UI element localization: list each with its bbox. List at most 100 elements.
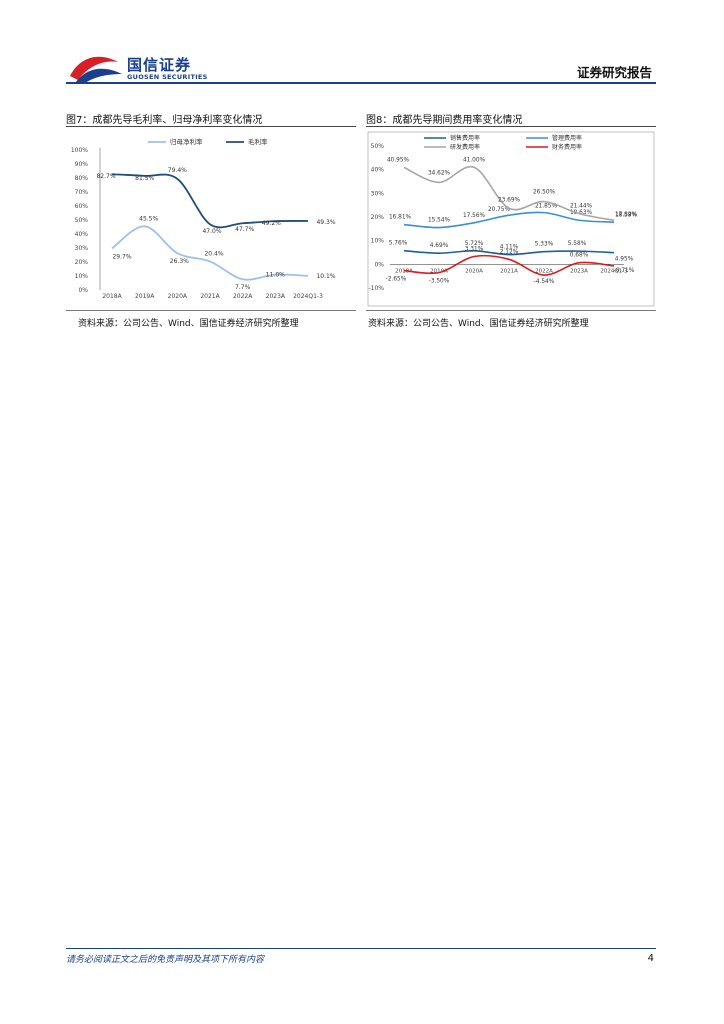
figure7-chart: 100% 90% 80% 70% 60% 50% 40% 30% 20% 10% 0% 2018A 20… xyxy=(71,137,336,300)
y-tick-label: 40% xyxy=(371,167,385,174)
y-tick-label: 10% xyxy=(75,273,89,280)
x-tick-label: 2022A xyxy=(535,268,553,274)
x-tick-label: 2023A xyxy=(570,268,588,274)
legend-label: 归母净利率 xyxy=(170,137,203,146)
y-tick-label: 10% xyxy=(371,238,385,245)
data-label: 3.31% xyxy=(465,246,484,252)
y-tick-label: 50% xyxy=(75,217,89,224)
series-line-1 xyxy=(403,211,615,229)
guosen-logo-icon xyxy=(70,56,122,84)
brand-name-cn: 国信证券 xyxy=(127,56,192,74)
data-label: 2.12% xyxy=(500,249,519,255)
legend-label: 研发费用率 xyxy=(450,143,480,151)
report-type-label: 证券研究报告 xyxy=(576,65,652,80)
data-label: 47.0% xyxy=(202,228,221,235)
data-label: 17.56% xyxy=(463,213,486,219)
data-label: 40.95% xyxy=(387,157,410,163)
data-label: 26.50% xyxy=(533,190,556,196)
data-label: 20.4% xyxy=(204,250,223,257)
legend-label: 销售费用率 xyxy=(450,134,480,142)
y-tick-label: 20% xyxy=(371,214,385,221)
data-label: 23.69% xyxy=(498,197,521,203)
y-tick-label: 70% xyxy=(75,189,89,196)
data-label: 49.2% xyxy=(262,220,281,227)
data-label: 18.59% xyxy=(615,212,638,218)
y-tick-label: 100% xyxy=(71,147,88,154)
y-tick-label: 0% xyxy=(374,261,384,268)
data-label: 21.85% xyxy=(535,204,558,210)
data-label: 4.11% xyxy=(500,245,519,251)
data-label: 4.69% xyxy=(430,243,449,249)
y-tick-label: 0% xyxy=(78,287,88,294)
data-label: 41.00% xyxy=(463,157,486,163)
y-tick-label: 20% xyxy=(75,259,89,266)
x-tick-label: 2021A xyxy=(500,268,518,274)
x-tick-label: 2021A xyxy=(200,293,220,300)
x-tick-label: 2019A xyxy=(135,293,155,300)
data-label: 81.5% xyxy=(135,175,154,182)
series-line-1 xyxy=(111,173,309,229)
data-label: 82.7% xyxy=(96,173,115,180)
series-line-3 xyxy=(403,254,615,276)
data-label: 11.0% xyxy=(266,272,285,279)
data-label: 17.82% xyxy=(615,212,638,218)
logo-blue-swoosh xyxy=(76,68,122,84)
y-tick-label: 50% xyxy=(371,143,385,150)
data-label: 16.81% xyxy=(389,215,412,221)
data-label: 10.1% xyxy=(316,273,335,280)
brand-name-en: GUOSEN SECURITIES xyxy=(127,73,208,81)
data-label: 21.44% xyxy=(570,204,593,210)
data-label: 7.7% xyxy=(235,284,251,291)
data-label: 5.58% xyxy=(568,241,587,247)
data-label: 26.3% xyxy=(170,258,189,265)
y-tick-label: 80% xyxy=(75,175,89,182)
data-label: 5.76% xyxy=(389,241,408,247)
data-label: 15.54% xyxy=(428,218,451,224)
x-tick-label: 2019A xyxy=(430,268,448,274)
series-line-0 xyxy=(111,225,309,281)
figure8-bottom-rule xyxy=(366,310,656,311)
data-label: 5.33% xyxy=(535,242,554,248)
data-label: 18.63% xyxy=(570,210,593,216)
disclaimer-text: 请务必阅读正文之后的免责声明及其项下所有内容 xyxy=(66,955,265,965)
data-label: -3.50% xyxy=(429,279,450,285)
footer-divider xyxy=(66,948,656,949)
figure7-source: 资料来源：公司公告、Wind、国信证券经济研究所整理 xyxy=(78,319,299,329)
data-label: 0.68% xyxy=(570,253,589,259)
x-tick-label: 2023A xyxy=(266,293,286,300)
figure8-source: 资料来源：公司公告、Wind、国信证券经济研究所整理 xyxy=(368,319,589,329)
data-label: -2.65% xyxy=(386,277,407,283)
data-label: -0.71% xyxy=(614,268,635,274)
data-label: -4.54% xyxy=(534,279,555,285)
x-tick-label: 2024Q1-3 xyxy=(293,293,323,300)
data-label: 79.4% xyxy=(168,167,187,174)
y-tick-label: 60% xyxy=(75,203,89,210)
series-line-2 xyxy=(403,165,615,222)
y-tick-label: -10% xyxy=(368,285,384,292)
x-tick-label: 2022A xyxy=(233,293,253,300)
data-label: 4.95% xyxy=(615,257,634,263)
chart-border xyxy=(367,131,655,307)
figure7-title: 图7：成都先导毛利率、归母净利率变化情况 xyxy=(66,115,263,126)
legend-label: 财务费用率 xyxy=(552,143,582,151)
y-tick-label: 30% xyxy=(75,245,89,252)
data-label: 34.62% xyxy=(428,170,451,176)
data-label: 47.7% xyxy=(235,226,254,233)
legend-label: 管理费用率 xyxy=(552,134,582,142)
x-tick-label: 2018A xyxy=(102,293,122,300)
figure7-bottom-rule xyxy=(66,310,356,311)
data-label: 49.3% xyxy=(316,219,335,226)
figure8-top-rule xyxy=(366,126,656,127)
figure8-chart: 50%40%30%20%10%0%-10%2018A 2019A 2020A 2021… xyxy=(367,131,655,307)
logo-red-swoosh xyxy=(70,56,118,80)
x-tick-label: 2024Q1-3 xyxy=(600,268,628,274)
y-tick-label: 90% xyxy=(75,161,89,168)
y-tick-label: 40% xyxy=(75,231,89,238)
data-label: 45.5% xyxy=(139,215,158,222)
x-tick-label: 2020A xyxy=(168,293,188,300)
data-label: 29.7% xyxy=(112,253,131,260)
data-label: 20.75% xyxy=(488,207,511,213)
page-number: 4 xyxy=(647,953,654,964)
figure8-title: 图8：成都先导期间费用率变化情况 xyxy=(366,115,523,126)
series-line-0 xyxy=(403,249,615,256)
